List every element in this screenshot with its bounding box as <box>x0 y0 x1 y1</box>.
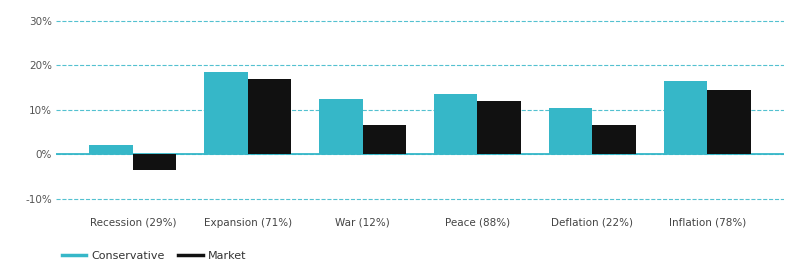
Bar <box>248 79 291 154</box>
Bar <box>707 90 751 154</box>
Bar <box>362 125 406 154</box>
Bar <box>89 146 133 154</box>
Bar <box>434 94 478 154</box>
Bar <box>478 101 521 154</box>
Bar <box>133 154 177 170</box>
Bar <box>549 107 592 154</box>
Bar <box>663 81 707 154</box>
Bar <box>592 125 636 154</box>
Bar <box>204 72 248 154</box>
Bar <box>319 99 362 154</box>
Legend: Conservative, Market: Conservative, Market <box>62 251 246 261</box>
